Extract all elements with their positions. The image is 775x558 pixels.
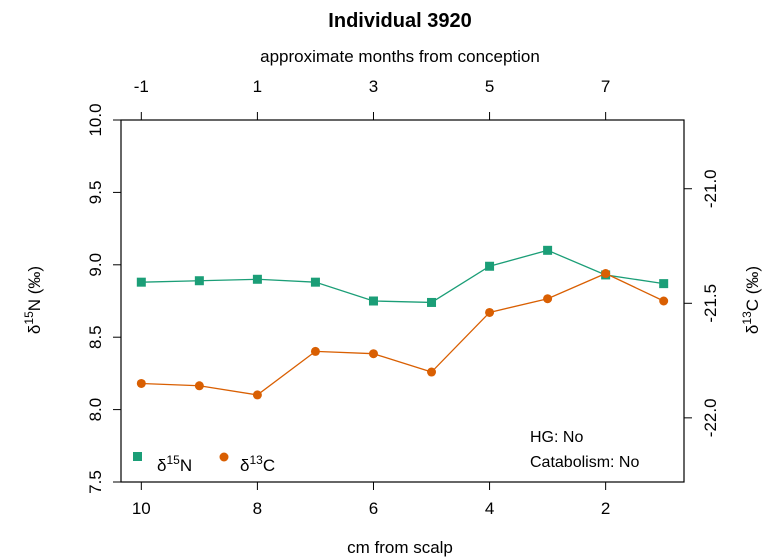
top-tick-label: 1: [253, 77, 262, 96]
legend-d13c-sup: 13: [249, 453, 263, 467]
legend-d13c-delta: δ: [240, 456, 249, 475]
y-left-rest: N (‰): [25, 266, 44, 311]
y-right-delta: δ: [743, 325, 762, 334]
data-point-d15n: [136, 277, 146, 287]
axes-layer: 10 8 6 4 2-1 1 3 5 77.58.08.59.09.510.0-22.0-21.…: [86, 77, 720, 518]
y-left-tick-label: 7.5: [86, 470, 105, 494]
legend-marker-d15n: [133, 452, 142, 461]
y-left-sup: 15: [22, 311, 36, 325]
data-point-d13c: [136, 378, 146, 388]
data-point-d13c: [659, 296, 669, 306]
y-right-tick-label: -21.0: [701, 169, 720, 208]
annotation-hg: HG: No: [530, 429, 583, 446]
data-point-d15n: [485, 261, 495, 271]
y-left-tick-label: 9.5: [86, 181, 105, 205]
data-point-d13c: [252, 390, 262, 400]
data-point-d13c: [194, 381, 204, 391]
data-point-d15n: [427, 297, 437, 307]
legend-label-d13c: δ13C: [240, 453, 275, 475]
series-layer: [136, 245, 669, 400]
plot-frame: [120, 119, 685, 483]
legend-d13c-rest: C: [263, 456, 275, 475]
y-right-tick-label: -22.0: [701, 398, 720, 437]
legend-label-d15n: δ15N: [157, 453, 192, 475]
y-left-tick-label: 8.5: [86, 325, 105, 349]
data-point-d13c: [543, 294, 553, 304]
legend-d15n-rest: N: [180, 456, 192, 475]
annotation-catabolism: Catabolism: No: [530, 454, 639, 471]
top-tick-label: 7: [601, 77, 610, 96]
top-tick-label: 5: [485, 77, 494, 96]
data-point-d15n: [368, 296, 378, 306]
data-point-d15n: [252, 274, 262, 284]
y-right-rest: C (‰): [743, 266, 762, 311]
legend: δ15N δ13C: [133, 452, 275, 475]
data-point-d15n: [194, 276, 204, 286]
series-line-d15n: [141, 249, 664, 304]
chart-title: Individual 3920: [328, 10, 471, 32]
y-left-tick-label: 9.0: [86, 253, 105, 277]
data-point-d15n: [543, 245, 553, 255]
y-left-delta: δ: [25, 325, 44, 334]
x-tick-label: 10: [132, 499, 151, 518]
data-point-d15n: [310, 277, 320, 287]
x-tick-label: 2: [601, 499, 610, 518]
legend-d15n-delta: δ: [157, 456, 166, 475]
x-tick-label: 4: [485, 499, 494, 518]
data-point-d15n: [659, 279, 669, 289]
x-tick-label: 8: [253, 499, 262, 518]
y-left-tick-label: 8.0: [86, 398, 105, 422]
y-right-sup: 13: [740, 311, 754, 325]
top-axis-label: approximate months from conception: [260, 47, 540, 66]
y-right-tick-label: -21.5: [701, 284, 720, 323]
top-tick-label: 3: [369, 77, 378, 96]
x-tick-label: 6: [369, 499, 378, 518]
data-point-d13c: [485, 307, 495, 317]
series-line-d13c: [141, 272, 664, 396]
data-point-d13c: [310, 346, 320, 356]
legend-d15n-sup: 15: [166, 453, 180, 467]
data-point-d13c: [427, 367, 437, 377]
top-tick-label: -1: [134, 77, 149, 96]
y-axis-label-left: δ15N (‰): [22, 266, 44, 334]
data-point-d13c: [601, 269, 611, 279]
y-left-tick-label: 10.0: [86, 103, 105, 136]
x-axis-label: cm from scalp: [347, 538, 453, 557]
legend-marker-d13c: [219, 452, 229, 462]
data-point-d13c: [368, 349, 378, 359]
y-axis-label-right: δ13C (‰): [740, 266, 762, 334]
